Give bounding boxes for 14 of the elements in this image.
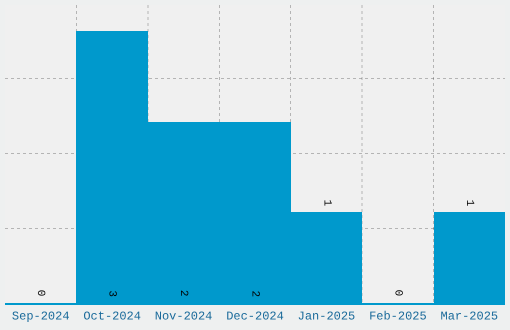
x-tick-label: Nov-2024 — [154, 309, 212, 324]
data-label: 1 — [320, 199, 332, 206]
x-tick-label: Mar-2025 — [440, 309, 498, 324]
x-tick-label: Dec-2024 — [226, 309, 284, 324]
data-label: 0 — [34, 290, 46, 296]
data-label: 2 — [177, 290, 190, 297]
x-tick-label: Sep-2024 — [12, 309, 70, 324]
x-tick-label: Jan-2025 — [298, 309, 356, 324]
data-label: 2 — [248, 290, 260, 298]
data-label: 3 — [106, 290, 118, 297]
data-label: 1 — [463, 200, 476, 207]
x-tick-label: Oct-2024 — [83, 309, 141, 324]
x-tick-label: Feb-2025 — [369, 309, 427, 324]
data-label: 0 — [391, 290, 404, 296]
